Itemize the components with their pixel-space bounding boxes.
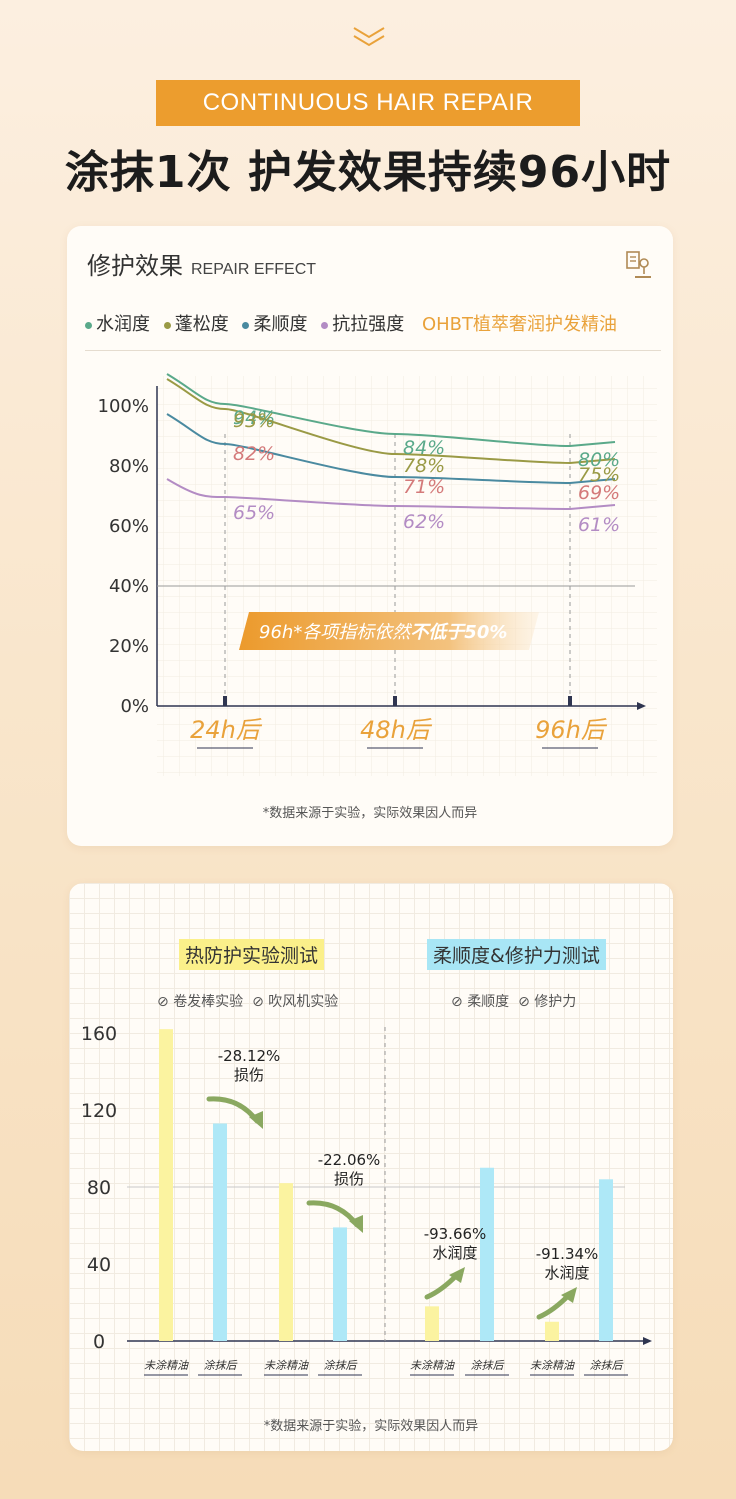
arrow-head-icon xyxy=(449,1267,465,1283)
data-label: 93% xyxy=(233,410,275,432)
y-tick-label: 0% xyxy=(120,696,149,717)
left-checks: ⊘ 卷发棒实验 ⊘ 吹风机实验 xyxy=(157,994,339,1010)
x-tick-label: 未涂精油 xyxy=(410,1359,455,1372)
x-tick-label: 未涂精油 xyxy=(264,1359,309,1372)
data-label: 65% xyxy=(233,502,275,524)
banner: CONTINUOUS HAIR REPAIR xyxy=(156,80,580,126)
legend-item: 蓬松度 xyxy=(163,314,229,335)
page-headline: 涂抹1次 护发效果持续96小时 xyxy=(64,147,672,198)
card-title-cn: 修护效果 xyxy=(87,252,183,280)
card-title: 修护效果 REPAIR EFFECT xyxy=(87,246,316,281)
y-tick-label: 0 xyxy=(93,1331,105,1353)
bar xyxy=(425,1306,439,1341)
x-tick xyxy=(223,696,227,706)
legend-item: 抗拉强度 xyxy=(321,314,404,335)
bar xyxy=(545,1321,559,1341)
x-tick-label: 涂抹后 xyxy=(471,1359,506,1372)
series-line xyxy=(166,373,616,448)
check-icon: ⊘ xyxy=(157,994,169,1010)
bar xyxy=(599,1179,613,1341)
right-checks: ⊘ 柔顺度 ⊘ 修护力 xyxy=(451,994,577,1010)
repair-line-chart: 0% 20% 40% 60% 80% 100% 24h后 48h后 96h后 94% 84% 80%… xyxy=(98,373,657,776)
y-tick-label: 40 xyxy=(87,1254,111,1276)
microscope-icon xyxy=(626,251,651,278)
annotation-value: -91.34% xyxy=(536,1245,599,1263)
arrow-icon xyxy=(536,1292,572,1320)
y-tick-label: 20% xyxy=(109,636,149,657)
repair-effect-card: 修护效果 REPAIR EFFECT 水润度 蓬松度 柔顺度 抗拉强度 OHBT植… xyxy=(67,226,673,846)
data-label: 75% xyxy=(578,464,620,486)
data-label: 80% xyxy=(578,449,620,471)
smooth-repair-title: 柔顺度&修护力测试 xyxy=(427,939,606,970)
check-icon: ⊘ xyxy=(518,994,530,1010)
series-line xyxy=(166,478,616,511)
arrow-head-icon xyxy=(249,1111,263,1129)
data-label: 84% xyxy=(403,437,445,459)
series-line xyxy=(166,378,616,465)
chevron-down-icon xyxy=(353,27,385,47)
arrow-head-icon xyxy=(349,1215,363,1233)
x-tick-label: 未涂精油 xyxy=(530,1359,575,1372)
x-tick-label: 24h后 xyxy=(190,716,263,744)
bar xyxy=(279,1183,293,1341)
bar xyxy=(213,1123,227,1341)
test-card: 热防护实验测试 柔顺度&修护力测试 ⊘ 卷发棒实验 ⊘ 吹风机实验 ⊘ 柔顺度 … xyxy=(69,883,673,1451)
x-tick-label: 涂抹后 xyxy=(590,1359,625,1372)
callout: 96h*各项指标依然不低于50% xyxy=(239,612,539,650)
x-tick-label: 96h后 xyxy=(535,716,608,744)
x-tick-label: 涂抹后 xyxy=(324,1359,359,1372)
annotation-label: 损伤 xyxy=(334,1170,364,1188)
data-label: 71% xyxy=(403,476,445,498)
divider xyxy=(85,350,661,351)
data-label: 69% xyxy=(578,482,620,504)
annotation-value: -28.12% xyxy=(218,1047,281,1065)
bar xyxy=(159,1029,173,1341)
x-tick-label: 涂抹后 xyxy=(204,1359,239,1372)
annotation-label: 损伤 xyxy=(234,1066,264,1084)
legend-item: 柔顺度 xyxy=(242,314,307,335)
annotation-label: 水润度 xyxy=(544,1264,589,1282)
card-title-en: REPAIR EFFECT xyxy=(191,261,317,278)
y-tick-label: 100% xyxy=(98,396,149,417)
data-label: 78% xyxy=(403,455,445,477)
y-tick-label: 80% xyxy=(109,456,149,477)
data-label: 82% xyxy=(233,443,275,465)
brand-name: OHBT植萃奢润护发精油 xyxy=(421,314,617,335)
x-tick-label: 48h后 xyxy=(360,716,433,744)
arrow-head-icon xyxy=(561,1287,577,1303)
x-tick-label: 未涂精油 xyxy=(144,1359,189,1372)
data-label: 62% xyxy=(403,511,445,533)
annotation-value: -93.66% xyxy=(424,1225,487,1243)
svg-text:96h*各项指标依然不低于50%: 96h*各项指标依然不低于50% xyxy=(259,622,507,643)
x-tick xyxy=(393,696,397,706)
x-axis-arrow xyxy=(637,702,646,710)
annotation-value: -22.06% xyxy=(318,1151,381,1169)
y-tick-label: 60% xyxy=(109,516,149,537)
y-tick-label: 80 xyxy=(87,1177,111,1199)
y-tick-label: 40% xyxy=(109,576,149,597)
y-tick-label: 160 xyxy=(81,1023,117,1045)
data-label: 94% xyxy=(233,407,275,429)
data-note: *数据来源于实验，实际效果因人而异 xyxy=(262,806,478,821)
data-label: 61% xyxy=(578,514,620,536)
x-tick xyxy=(568,696,572,706)
legend-item: 水润度 xyxy=(85,314,150,335)
check-icon: ⊘ xyxy=(451,994,463,1010)
bar xyxy=(480,1167,494,1341)
x-axis-arrow xyxy=(643,1337,652,1345)
arrow-icon xyxy=(424,1272,460,1300)
bar xyxy=(333,1227,347,1341)
series-line xyxy=(166,413,616,485)
chart-legend: 水润度 蓬松度 柔顺度 抗拉强度 OHBT植萃奢润护发精油 xyxy=(85,310,617,336)
y-tick-label: 120 xyxy=(81,1100,117,1122)
check-icon: ⊘ xyxy=(252,994,264,1010)
heat-protection-title: 热防护实验测试 xyxy=(179,939,325,970)
annotation-label: 水润度 xyxy=(432,1244,477,1262)
data-note: *数据来源于实验，实际效果因人而异 xyxy=(263,1419,479,1434)
